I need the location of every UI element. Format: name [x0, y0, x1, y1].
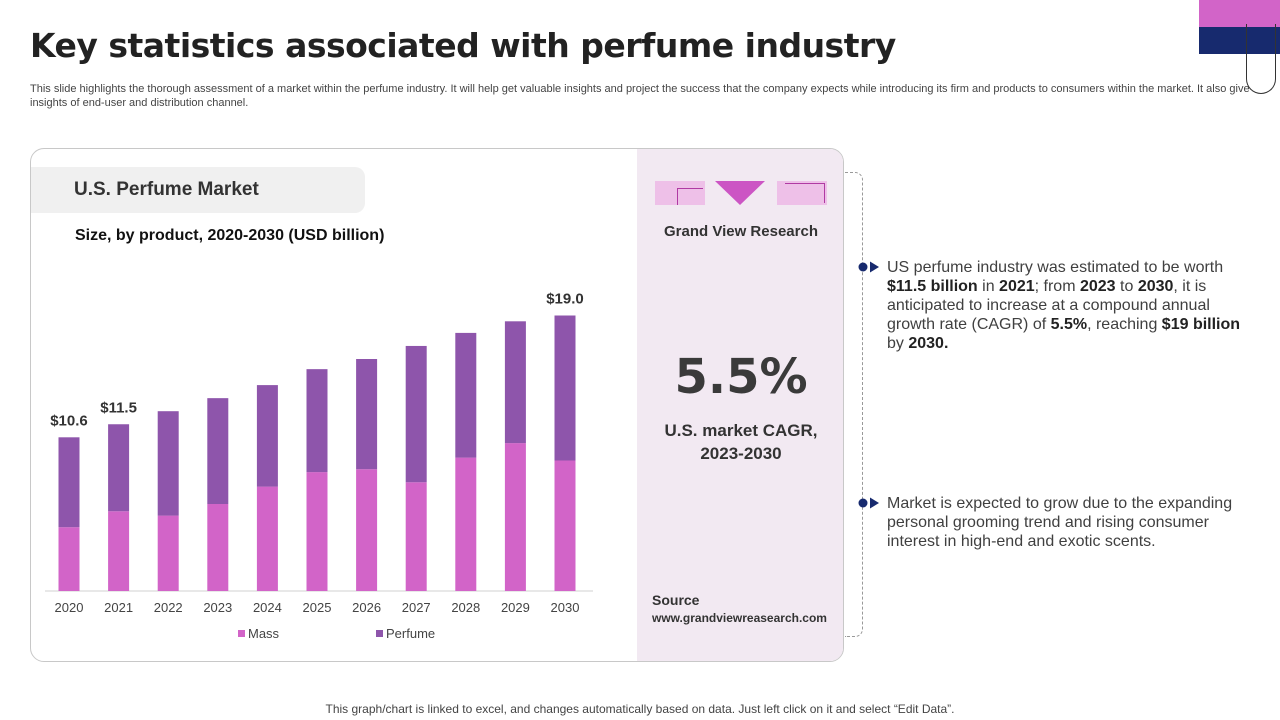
footer-note: This graph/chart is linked to excel, and…: [325, 702, 955, 716]
bar-perfume-2024[interactable]: [256, 385, 278, 487]
dashed-bracket: [845, 172, 863, 637]
x-tick-label-2021: 2021: [104, 600, 133, 615]
x-tick-label-2030: 2030: [551, 600, 580, 615]
bar-mass-2026[interactable]: [356, 469, 378, 591]
bar-perfume-2030[interactable]: [554, 315, 576, 461]
bar-perfume-2021[interactable]: [108, 424, 130, 512]
bar-mass-2022[interactable]: [157, 515, 179, 591]
bar-perfume-2023[interactable]: [207, 398, 229, 504]
x-tick-label-2029: 2029: [501, 600, 530, 615]
legend-label-perfume: Perfume: [386, 626, 435, 641]
chart-header: U.S. Perfume Market: [31, 167, 365, 213]
bar-mass-2028[interactable]: [455, 457, 477, 591]
bar-perfume-2026[interactable]: [356, 359, 378, 470]
bar-mass-2020[interactable]: [58, 527, 80, 591]
bullet-arrow-icon: [858, 261, 879, 273]
x-tick-label-2023: 2023: [203, 600, 232, 615]
legend-label-mass: Mass: [248, 626, 280, 641]
stacked-bar-chart[interactable]: 2020 2021 2022 2023 2024 2025 2026 2027 2028 2029…: [31, 149, 637, 662]
cagr-caption-line1: U.S. market CAGR,: [664, 421, 818, 440]
key-point-2: Market is expected to grow due to the ex…: [858, 494, 1242, 551]
bar-perfume-2028[interactable]: [455, 332, 477, 458]
legend-swatch-mass: [238, 630, 245, 637]
bar-mass-2023[interactable]: [207, 504, 229, 591]
source-url[interactable]: www.grandviewreasearch.com: [652, 611, 827, 625]
decorative-triangle: [715, 181, 765, 205]
bullet-arrow-icon: [858, 497, 879, 509]
decorative-shape-right: [777, 181, 827, 205]
key-point-1-text: US perfume industry was estimated to be …: [887, 259, 1241, 352]
data-label-2020: $10.6: [50, 412, 88, 429]
decorative-shape-left: [655, 181, 705, 205]
x-tick-label-2022: 2022: [154, 600, 183, 615]
page-title: Key statistics associated with perfume i…: [30, 26, 896, 65]
bar-perfume-2025[interactable]: [306, 369, 328, 473]
corner-decoration-ring: [1246, 24, 1276, 94]
data-label-2021: $11.5: [100, 399, 137, 416]
page-subtitle: This slide highlights the thorough asses…: [30, 83, 1250, 109]
x-tick-label-2020: 2020: [55, 600, 84, 615]
chart-card: U.S. Perfume Market Size, by product, 20…: [30, 148, 844, 662]
key-point-1: US perfume industry was estimated to be …: [858, 258, 1242, 353]
source-label: Source: [652, 592, 700, 608]
data-label-2030: $19.0: [546, 291, 584, 308]
bar-mass-2025[interactable]: [306, 472, 328, 591]
bar-mass-2030[interactable]: [554, 460, 576, 592]
bar-perfume-2020[interactable]: [58, 437, 80, 528]
chart-title: U.S. Perfume Market: [74, 179, 259, 200]
cagr-caption: U.S. market CAGR, 2023-2030: [637, 419, 843, 465]
legend-swatch-perfume: [376, 630, 383, 637]
cagr-value: 5.5%: [674, 349, 808, 405]
x-tick-label-2026: 2026: [352, 600, 381, 615]
x-tick-label-2024: 2024: [253, 600, 282, 615]
chart-subtitle: Size, by product, 2020-2030 (USD billion…: [75, 227, 385, 244]
research-firm-name: Grand View Research: [664, 223, 818, 240]
x-tick-label-2028: 2028: [451, 600, 480, 615]
x-tick-label-2025: 2025: [303, 600, 332, 615]
bar-mass-2021[interactable]: [108, 511, 130, 591]
bar-mass-2027[interactable]: [405, 482, 427, 591]
bar-mass-2024[interactable]: [256, 486, 278, 591]
corner-decoration-pink: [1199, 0, 1280, 27]
x-tick-label-2027: 2027: [402, 600, 431, 615]
bar-perfume-2027[interactable]: [405, 345, 427, 483]
bar-perfume-2022[interactable]: [157, 411, 179, 516]
stat-panel: Grand View Research 5.5% U.S. market CAG…: [637, 149, 843, 661]
key-point-2-text: Market is expected to grow due to the ex…: [887, 495, 1233, 550]
bar-mass-2029[interactable]: [504, 443, 526, 591]
bar-perfume-2029[interactable]: [504, 321, 526, 444]
cagr-caption-line2: 2023-2030: [700, 444, 782, 463]
